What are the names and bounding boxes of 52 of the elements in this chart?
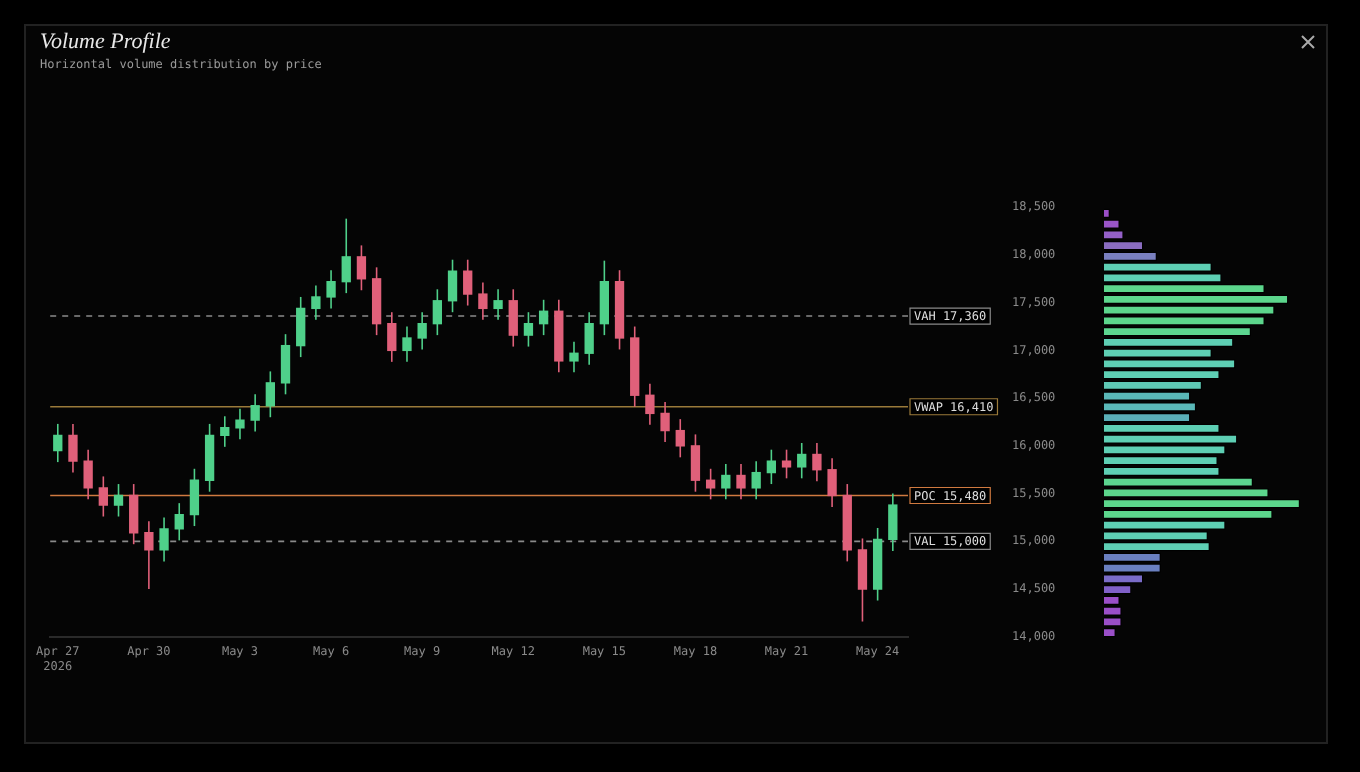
- candlestick: [888, 492, 898, 552]
- candlestick: [705, 467, 716, 501]
- candlestick: [660, 401, 670, 443]
- candlestick: [827, 457, 837, 508]
- candlestick: [341, 217, 351, 294]
- candlestick: [736, 463, 746, 501]
- candlestick: [675, 418, 685, 459]
- candlestick: [493, 288, 503, 321]
- candlestick: [220, 415, 230, 448]
- candlestick: [296, 296, 306, 358]
- candlestick: [280, 333, 291, 396]
- candlestick: [235, 407, 245, 440]
- candlestick: [508, 288, 518, 348]
- candlestick: [144, 520, 154, 590]
- candlestick: [98, 475, 108, 518]
- candlestick: [569, 341, 579, 374]
- candlestick: [538, 299, 549, 336]
- candlestick: [204, 423, 215, 493]
- candlestick: [159, 516, 169, 563]
- candlestick: [781, 448, 792, 480]
- candlestick: [432, 288, 442, 336]
- candlestick: [447, 258, 458, 314]
- candlestick: [812, 442, 822, 482]
- candlestick: [523, 311, 534, 348]
- candlestick: [371, 266, 382, 336]
- candlestick: [174, 502, 184, 542]
- candlestick: [326, 269, 336, 310]
- candlestick: [356, 244, 367, 292]
- candlestick: [721, 463, 731, 501]
- candlestick: [645, 383, 655, 426]
- candlestick: [68, 423, 78, 474]
- candlestick: [387, 311, 397, 363]
- candlestick: [53, 423, 63, 463]
- candlestick: [797, 442, 807, 480]
- candlestick: [250, 393, 260, 433]
- candlestick: [265, 370, 275, 419]
- candlestick: [766, 448, 777, 485]
- candlestick: [189, 467, 200, 527]
- candlestick: [113, 483, 124, 518]
- candlestick: [311, 284, 321, 321]
- candlestick: [584, 311, 594, 366]
- candlestick: [690, 433, 701, 493]
- candlestick: [129, 483, 139, 545]
- candlestick: [857, 537, 868, 623]
- candlestick: [417, 311, 427, 351]
- chart-title: Volume Profile: [40, 30, 171, 54]
- candlestick: [599, 259, 610, 336]
- candlestick: [402, 325, 412, 363]
- candlestick: [478, 281, 488, 321]
- candlestick: [463, 258, 473, 307]
- candlestick: [83, 448, 93, 501]
- candlestick: [751, 460, 761, 501]
